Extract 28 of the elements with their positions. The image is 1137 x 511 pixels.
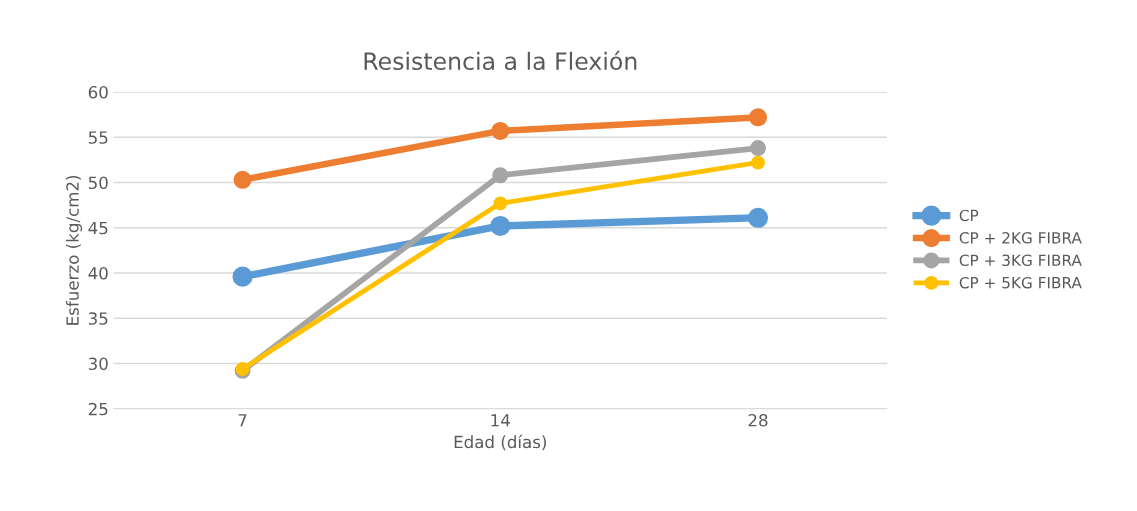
- x-tick-label: 28: [748, 413, 768, 427]
- y-axis-title: Esfuerzo (kg/cm2): [65, 175, 83, 325]
- point: [751, 155, 765, 170]
- legend-label: CP: [959, 209, 979, 222]
- point: [490, 215, 511, 237]
- y-tick-label: 25: [88, 402, 108, 416]
- chart-title: Resistencia a la Flexión: [364, 50, 637, 71]
- point: [232, 266, 253, 287]
- legend-label: CP + 5KG FIBRA: [959, 276, 1082, 289]
- y-tick-label: 40: [88, 266, 108, 280]
- legend-label: CP + 3KG FIBRA: [959, 254, 1082, 267]
- x-axis-title: Edad (días): [454, 434, 546, 451]
- point: [750, 140, 766, 157]
- y-tick-label: 35: [88, 312, 108, 325]
- y-tick-label: 55: [88, 131, 108, 144]
- x-tick-label: 14: [491, 414, 510, 427]
- point: [492, 167, 509, 184]
- legend-label: CP + 2KG FIBRA: [959, 232, 1082, 244]
- point: [491, 121, 510, 140]
- y-tick-label: 60: [88, 85, 108, 99]
- point: [233, 170, 252, 189]
- y-tick-label: 30: [88, 357, 108, 371]
- y-tick-label: 45: [88, 221, 108, 235]
- point: [493, 196, 508, 211]
- x-tick-label: 7: [238, 414, 247, 427]
- y-tick-label: 50: [88, 176, 108, 190]
- point: [747, 207, 769, 228]
- point: [748, 108, 768, 127]
